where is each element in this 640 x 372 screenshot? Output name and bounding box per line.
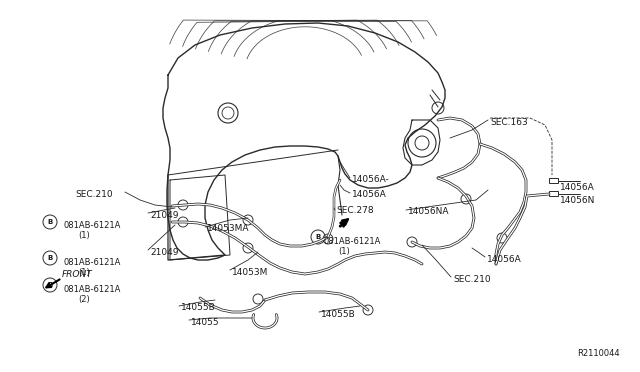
Text: (1): (1) <box>338 247 349 256</box>
Text: FRONT: FRONT <box>62 270 93 279</box>
Text: SEC.163: SEC.163 <box>490 118 528 127</box>
Text: (1): (1) <box>78 231 90 240</box>
Text: SEC.210: SEC.210 <box>75 190 113 199</box>
Text: 14056A: 14056A <box>560 183 595 192</box>
Text: B: B <box>47 282 52 288</box>
Text: 14056A: 14056A <box>352 190 387 199</box>
Text: 14055B: 14055B <box>321 310 356 319</box>
Text: SEC.278: SEC.278 <box>336 206 374 215</box>
Text: B: B <box>316 234 321 240</box>
Text: 14056A: 14056A <box>487 255 522 264</box>
Text: 081AB-6121A: 081AB-6121A <box>63 221 120 230</box>
Text: B: B <box>47 255 52 261</box>
Text: 081AB-6121A: 081AB-6121A <box>323 237 380 246</box>
Text: 21049: 21049 <box>150 211 179 220</box>
Text: 14053MA: 14053MA <box>207 224 250 233</box>
Text: (2): (2) <box>78 295 90 304</box>
Text: 14056A-: 14056A- <box>352 175 390 184</box>
Text: 14056NA: 14056NA <box>408 207 449 216</box>
Text: B: B <box>47 219 52 225</box>
Text: (1): (1) <box>78 268 90 277</box>
Text: 21049: 21049 <box>150 248 179 257</box>
Text: 14055B: 14055B <box>181 303 216 312</box>
Text: R2110044: R2110044 <box>577 349 620 358</box>
Bar <box>549 178 558 183</box>
Text: 081AB-6121A: 081AB-6121A <box>63 258 120 267</box>
Text: SEC.210: SEC.210 <box>453 275 491 284</box>
Text: 14056N: 14056N <box>560 196 595 205</box>
Bar <box>549 191 558 196</box>
Text: 14053M: 14053M <box>232 268 268 277</box>
Text: 14055: 14055 <box>191 318 220 327</box>
Text: 081AB-6121A: 081AB-6121A <box>63 285 120 294</box>
